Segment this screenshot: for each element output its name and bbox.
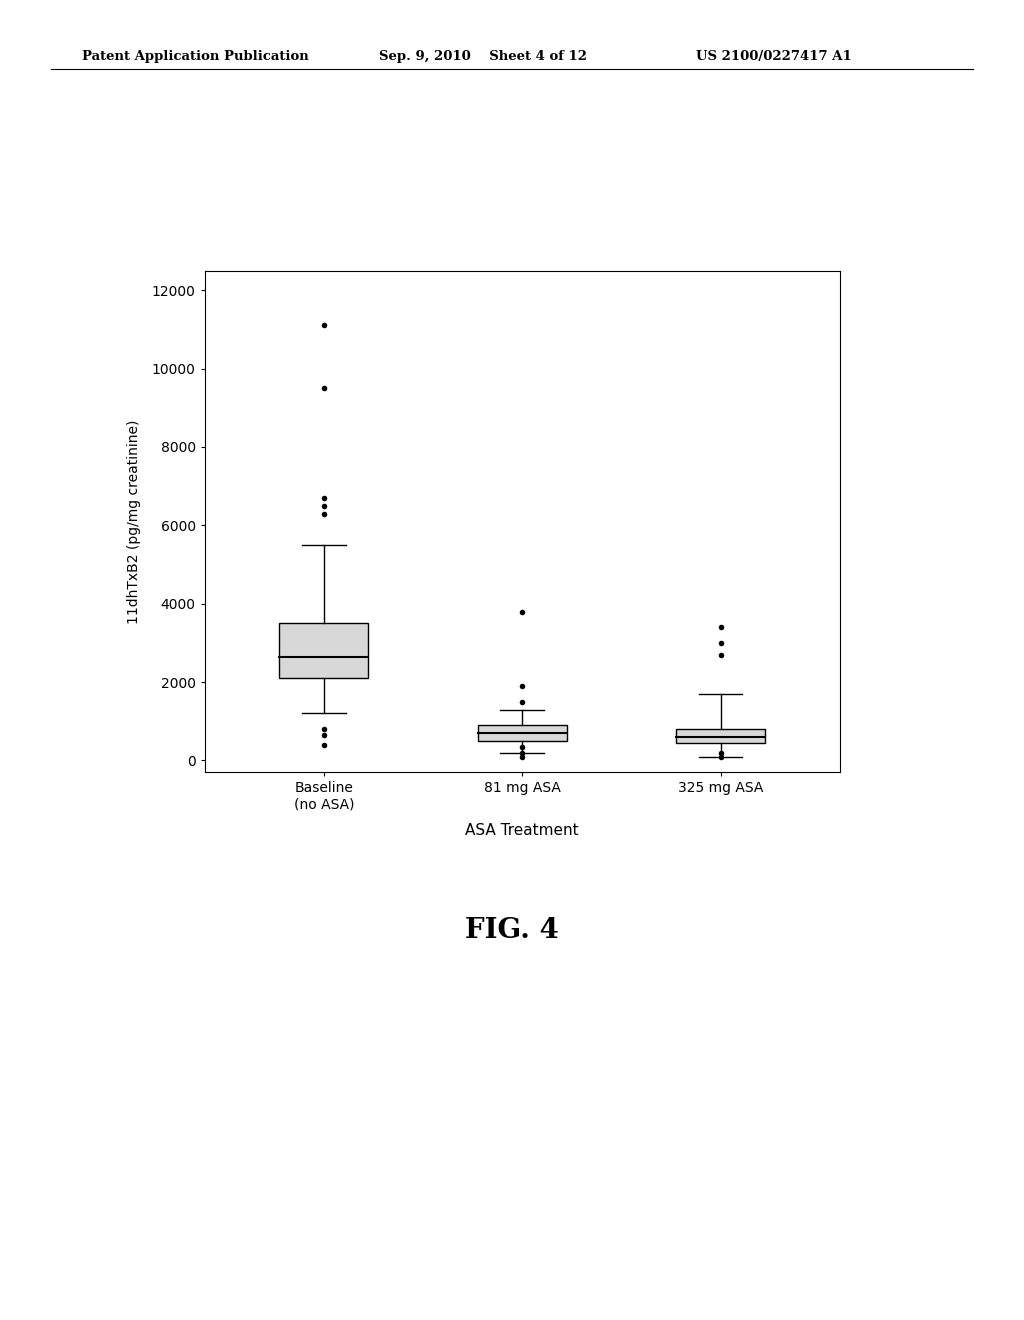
Text: FIG. 4: FIG. 4 [465, 917, 559, 944]
Y-axis label: 11dhTxB2 (pg/mg creatinine): 11dhTxB2 (pg/mg creatinine) [127, 420, 140, 623]
Text: US 2100/0227417 A1: US 2100/0227417 A1 [696, 50, 852, 63]
Text: Sep. 9, 2010    Sheet 4 of 12: Sep. 9, 2010 Sheet 4 of 12 [379, 50, 587, 63]
X-axis label: ASA Treatment: ASA Treatment [466, 822, 579, 837]
Bar [477, 725, 567, 741]
Text: Patent Application Publication: Patent Application Publication [82, 50, 308, 63]
Bar [676, 729, 765, 743]
Bar [280, 623, 369, 678]
